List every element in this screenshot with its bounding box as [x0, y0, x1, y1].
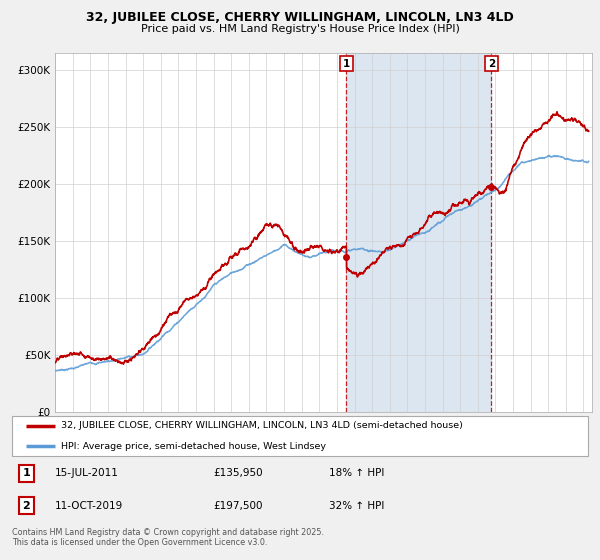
Text: 2: 2 [488, 59, 495, 68]
Text: 15-JUL-2011: 15-JUL-2011 [55, 468, 119, 478]
Text: £135,950: £135,950 [214, 468, 263, 478]
Text: 1: 1 [23, 468, 30, 478]
Text: Price paid vs. HM Land Registry's House Price Index (HPI): Price paid vs. HM Land Registry's House … [140, 24, 460, 34]
Text: 2: 2 [23, 501, 30, 511]
Text: 1: 1 [343, 59, 350, 68]
Text: £197,500: £197,500 [214, 501, 263, 511]
Text: 18% ↑ HPI: 18% ↑ HPI [329, 468, 384, 478]
Text: HPI: Average price, semi-detached house, West Lindsey: HPI: Average price, semi-detached house,… [61, 442, 326, 451]
Text: Contains HM Land Registry data © Crown copyright and database right 2025.
This d: Contains HM Land Registry data © Crown c… [12, 528, 324, 547]
Text: 11-OCT-2019: 11-OCT-2019 [55, 501, 124, 511]
FancyBboxPatch shape [12, 416, 588, 456]
Bar [346, 53, 491, 412]
Text: 32% ↑ HPI: 32% ↑ HPI [329, 501, 384, 511]
Text: 32, JUBILEE CLOSE, CHERRY WILLINGHAM, LINCOLN, LN3 4LD: 32, JUBILEE CLOSE, CHERRY WILLINGHAM, LI… [86, 11, 514, 24]
Text: 32, JUBILEE CLOSE, CHERRY WILLINGHAM, LINCOLN, LN3 4LD (semi-detached house): 32, JUBILEE CLOSE, CHERRY WILLINGHAM, LI… [61, 421, 463, 430]
